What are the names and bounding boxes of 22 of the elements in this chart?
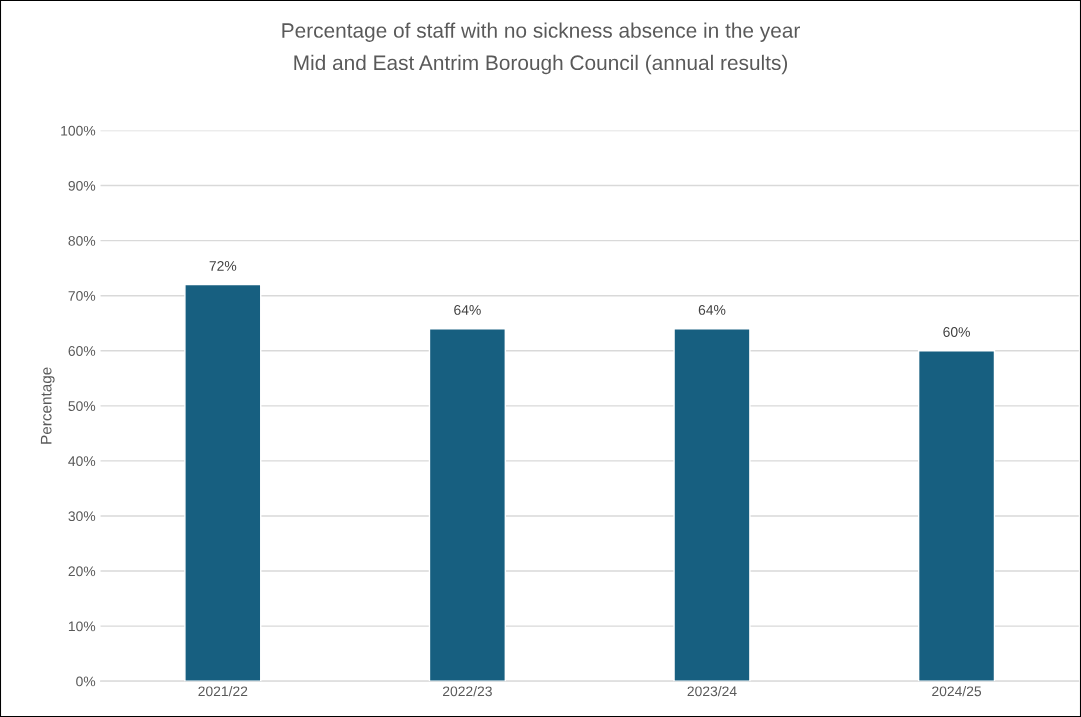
y-tick-label: 80% [68,235,96,246]
y-tick-label: 90% [68,180,96,191]
y-axis-title: Percentage [40,367,55,444]
data-label: 72% [209,260,237,271]
y-tick-label: 70% [68,291,96,301]
chart-subtitle: Mid and East Antrim Borough Council (annual results) [294,54,788,75]
y-tick-label: 0% [76,676,96,687]
y-tick-label: 50% [68,401,96,411]
y-tick-label: 100% [61,125,96,136]
data-label: 64% [698,305,726,315]
data-label: 64% [454,305,481,315]
x-tick-label: 2024/25 [932,686,982,697]
x-tick-label: 2022/23 [443,686,492,697]
data-label: 60% [943,327,970,337]
y-tick-label: 60% [68,346,96,356]
y-tick-label: 20% [68,566,96,577]
y-tick-label: 10% [68,621,96,632]
x-tick-label: 2023/24 [687,686,737,697]
y-tick-label: 30% [68,511,96,522]
y-tick-label: 40% [68,456,96,467]
chart-title: Percentage of staff with no sickness absence in the year [282,22,800,42]
x-tick-label: 2021/22 [198,686,248,697]
